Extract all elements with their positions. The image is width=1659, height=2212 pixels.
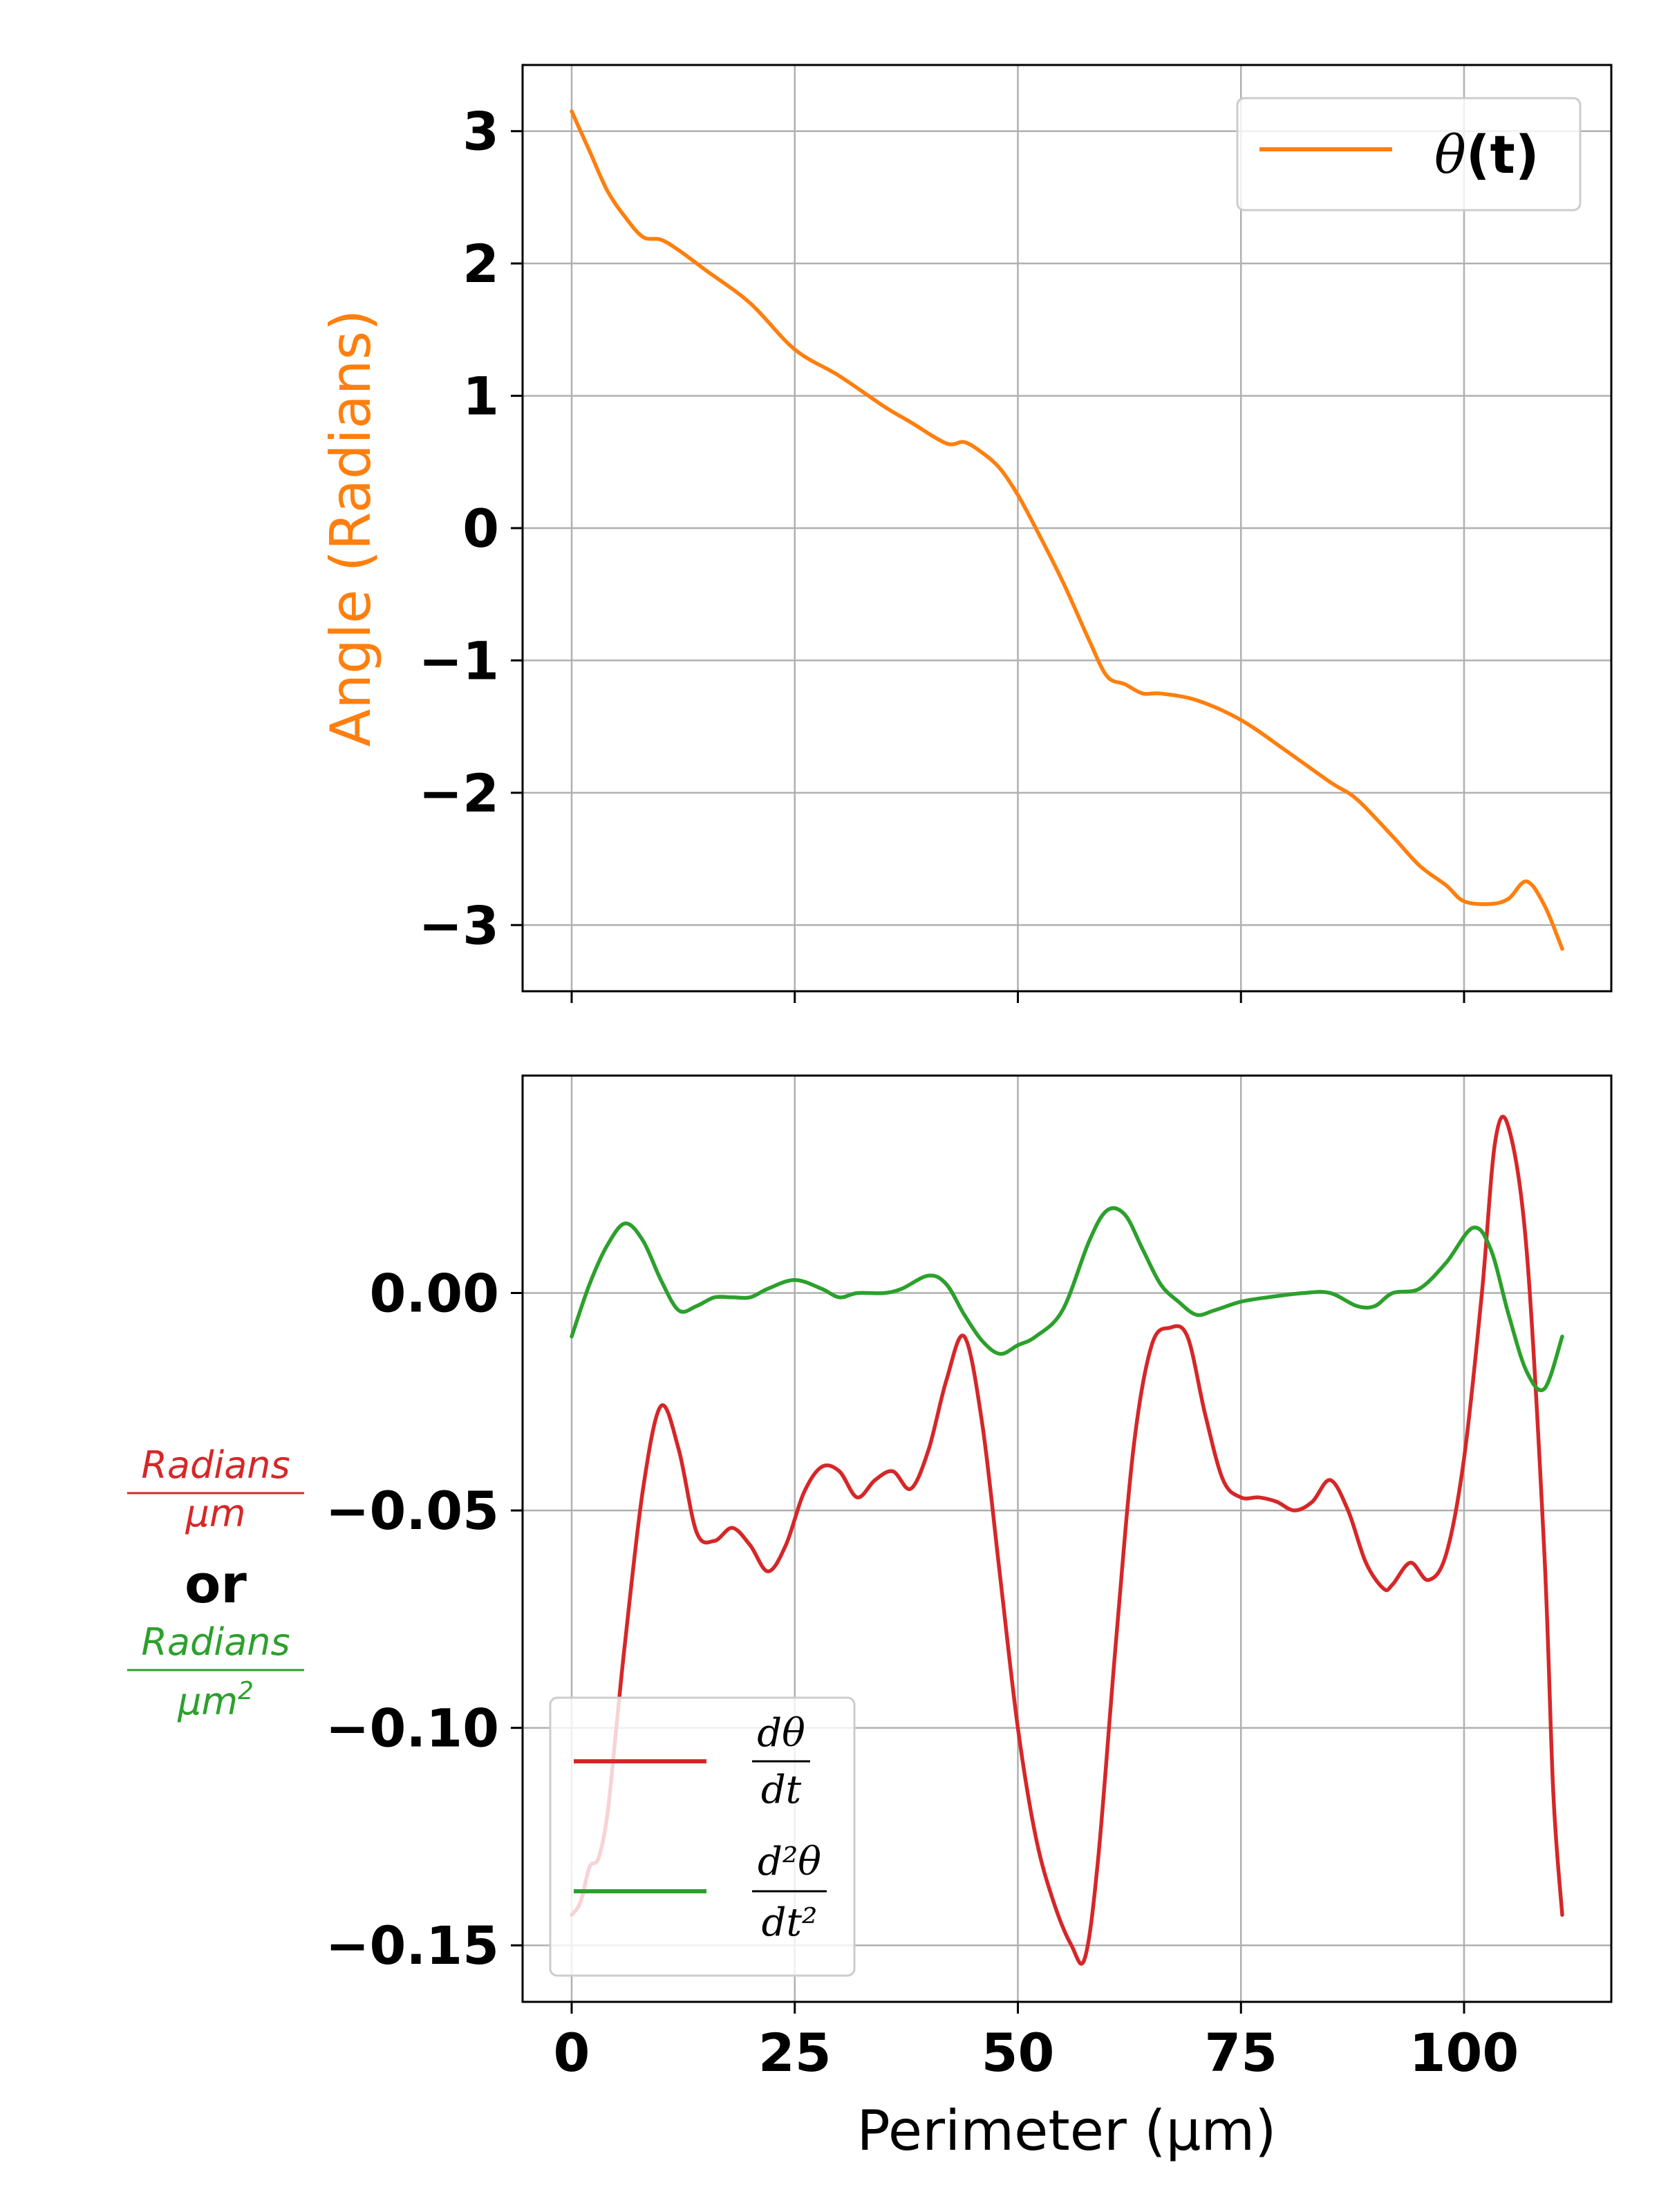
dtheta-unit-numerator: Radians xyxy=(141,1443,290,1487)
angle-panel-y-ticks: 3 2 1 0 −1 −2 −3 xyxy=(418,101,523,956)
derivative-panel-y-ticks: 0.00 −0.05 −0.10 −0.15 xyxy=(326,1263,523,1976)
derivative-panel-x-ticks: 0 25 50 75 100 xyxy=(554,2002,1519,2083)
angle-series-line-0 xyxy=(570,109,1564,951)
dtheta-legend-numerator: dθ xyxy=(757,1711,805,1756)
theta-legend-label: θ(t) xyxy=(1434,124,1539,185)
x-axis-title: Perimeter (μm) xyxy=(856,2099,1276,2163)
angle-panel-x-ticks xyxy=(570,991,1465,1003)
derivative-y-tick-label: −0.10 xyxy=(326,1698,499,1759)
angle-y-tick-label: 3 xyxy=(462,101,499,162)
angle-y-tick-label: −2 xyxy=(418,762,499,824)
unit-joiner: or xyxy=(185,1553,247,1615)
derivative-x-tick-label: 100 xyxy=(1409,2022,1519,2083)
derivative-x-tick-label: 75 xyxy=(1204,2022,1277,2083)
angle-panel-series xyxy=(570,109,1564,951)
d2theta-legend-denominator: dt² xyxy=(762,1900,818,1945)
angle-y-tick-label: −3 xyxy=(418,894,499,956)
angle-panel: 3 2 1 0 −1 −2 −3 Angle (Radians) θ(t) xyxy=(319,64,1613,1003)
derivative-y-tick-label: 0.00 xyxy=(369,1263,499,1324)
derivative-series-line-0 xyxy=(570,1114,1564,1966)
derivative-x-tick-label: 0 xyxy=(554,2022,590,2083)
angle-panel-grid xyxy=(523,65,1611,991)
angle-panel-legend: θ(t) xyxy=(1236,97,1582,212)
angle-panel-y-axis-title: Angle (Radians) xyxy=(319,310,383,747)
d2theta-legend-numerator: d²θ xyxy=(758,1839,821,1884)
derivative-panel: 0.00 −0.05 −0.10 −0.15 0 25 50 75 100 Perimeter… xyxy=(127,1074,1613,2163)
derivative-panel-frame xyxy=(521,1074,1613,2003)
derivative-panel-y-axis-title: Radians μm or Radians μm2 xyxy=(127,1443,304,1723)
angle-y-tick-label: 1 xyxy=(462,366,499,427)
angle-y-tick-label: −1 xyxy=(418,630,499,691)
d2theta-unit-numerator: Radians xyxy=(141,1620,290,1664)
derivative-legend-box xyxy=(549,1696,856,1977)
dtheta-unit-denominator: μm xyxy=(185,1492,246,1535)
derivative-panel-legend: dθ dt d²θ dt² xyxy=(549,1696,856,1977)
derivative-series-line-1 xyxy=(570,1206,1564,1392)
angle-y-tick-label: 2 xyxy=(462,233,499,294)
angle-legend-box xyxy=(1236,97,1582,212)
angle-y-tick-label: 0 xyxy=(462,498,499,559)
derivative-x-tick-label: 25 xyxy=(758,2022,832,2083)
derivative-panel-series xyxy=(570,1114,1564,1966)
derivative-y-tick-label: −0.05 xyxy=(326,1480,499,1541)
d2theta-unit-denominator: μm2 xyxy=(177,1677,254,1723)
derivative-x-tick-label: 50 xyxy=(982,2022,1055,2083)
derivative-y-tick-label: −0.15 xyxy=(326,1915,499,1976)
dtheta-legend-denominator: dt xyxy=(761,1768,802,1812)
